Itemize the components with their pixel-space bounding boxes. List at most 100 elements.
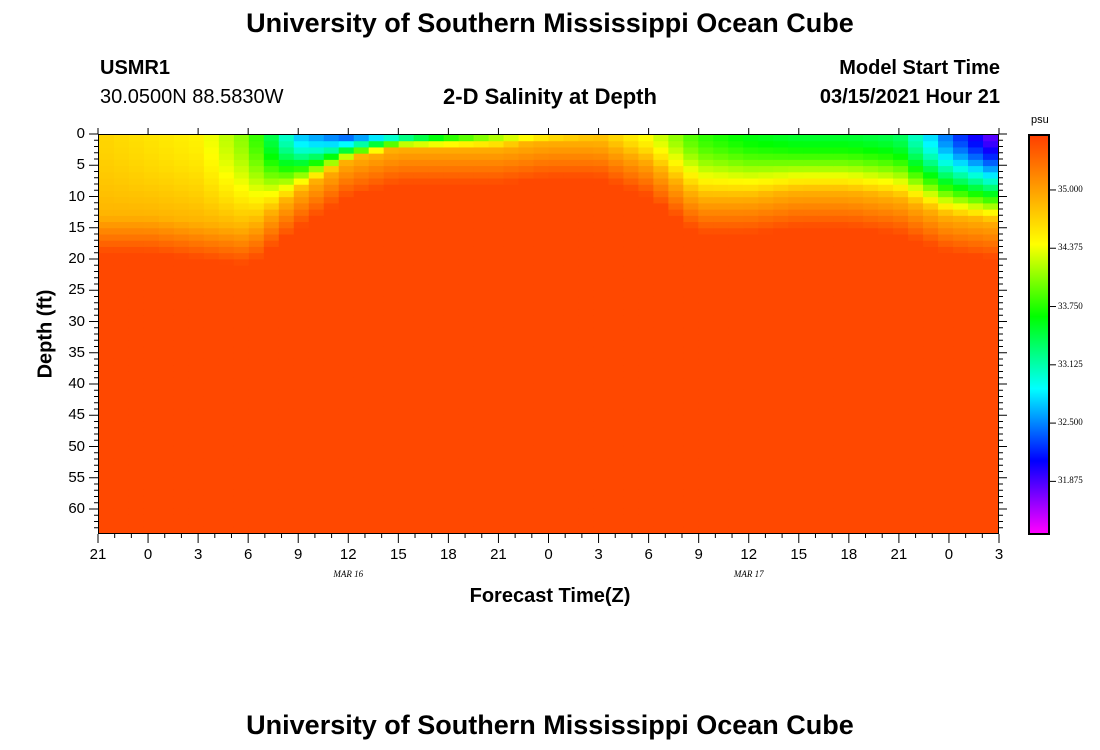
- heatmap-cell: [593, 178, 610, 186]
- heatmap-cell: [983, 215, 998, 223]
- heatmap-cell: [923, 159, 939, 167]
- heatmap-cell: [893, 501, 909, 509]
- heatmap-cell: [338, 253, 355, 260]
- colorbar-tick-label: 34.375: [1058, 242, 1083, 253]
- heatmap-cell: [188, 246, 205, 254]
- heatmap-cell: [623, 452, 639, 459]
- heatmap-cell: [503, 377, 520, 385]
- heatmap-cell: [833, 383, 849, 391]
- heatmap-cell: [563, 159, 580, 167]
- heatmap-cell: [683, 439, 699, 447]
- heatmap-cell: [668, 389, 684, 397]
- heatmap-cell: [548, 365, 565, 372]
- heatmap-cell: [728, 458, 744, 466]
- heatmap-cell: [608, 203, 625, 211]
- heatmap-cell: [713, 265, 729, 273]
- heatmap-cell: [428, 396, 445, 404]
- heatmap-cell: [923, 365, 939, 372]
- heatmap-cell: [848, 414, 864, 422]
- heatmap-cell: [323, 427, 340, 435]
- heatmap-cell: [443, 389, 460, 397]
- heatmap-cell: [353, 477, 370, 484]
- heatmap-cell: [248, 302, 265, 310]
- heatmap-cell: [188, 477, 205, 484]
- heatmap-cell: [818, 408, 834, 416]
- heatmap-cell: [383, 452, 400, 459]
- heatmap-cell: [833, 365, 849, 372]
- heatmap-cell: [188, 271, 205, 279]
- heatmap-cell: [578, 383, 595, 391]
- heatmap-cell: [113, 327, 130, 335]
- heatmap-cell: [398, 495, 415, 503]
- heatmap-cell: [188, 265, 205, 273]
- heatmap-cell: [548, 228, 565, 236]
- heatmap-cell: [938, 284, 954, 292]
- heatmap-cell: [233, 439, 250, 447]
- heatmap-cell: [563, 278, 580, 285]
- heatmap-cell: [518, 271, 535, 279]
- heatmap-cell: [593, 296, 610, 304]
- heatmap-cell: [578, 520, 595, 528]
- heatmap-cell: [158, 452, 175, 459]
- heatmap-cell: [683, 246, 699, 254]
- heatmap-cell: [518, 265, 535, 273]
- heatmap-cell: [803, 147, 819, 155]
- heatmap-cell: [653, 365, 669, 372]
- heatmap-cell: [428, 514, 445, 522]
- heatmap-cell: [893, 253, 909, 260]
- heatmap-cell: [218, 197, 235, 205]
- heatmap-cell: [863, 141, 879, 149]
- heatmap-cell: [128, 222, 145, 229]
- heatmap-cell: [848, 271, 864, 279]
- heatmap-cell: [158, 477, 175, 484]
- heatmap-cell: [923, 470, 939, 478]
- heatmap-cell: [188, 234, 205, 242]
- heatmap-cell: [533, 135, 550, 142]
- heatmap-cell: [473, 452, 490, 459]
- heatmap-cell: [578, 439, 595, 447]
- heatmap-cell: [413, 321, 430, 329]
- heatmap-cell: [158, 445, 175, 453]
- heatmap-cell: [503, 477, 520, 484]
- heatmap-cell: [278, 520, 295, 528]
- heatmap-cell: [968, 414, 984, 422]
- heatmap-cell: [728, 203, 744, 211]
- heatmap-cell: [638, 414, 654, 422]
- heatmap-cell: [263, 371, 280, 379]
- colorbar-tick-label: 33.125: [1058, 358, 1083, 369]
- heatmap-cell: [758, 246, 774, 254]
- heatmap-cell: [683, 470, 699, 478]
- heatmap-cell: [518, 153, 535, 161]
- heatmap-cell: [353, 172, 370, 180]
- heatmap-cell: [428, 166, 445, 173]
- heatmap-cell: [638, 253, 654, 260]
- heatmap-cell: [983, 321, 998, 329]
- heatmap-cell: [788, 365, 804, 372]
- heatmap-cell: [548, 352, 565, 360]
- heatmap-cell: [623, 327, 639, 335]
- heatmap-cell: [173, 259, 190, 267]
- heatmap-cell: [323, 253, 340, 260]
- heatmap-cell: [683, 159, 699, 167]
- heatmap-cell: [263, 172, 280, 180]
- heatmap-cell: [308, 296, 325, 304]
- heatmap-cell: [323, 197, 340, 205]
- heatmap-cell: [443, 414, 460, 422]
- heatmap-cell: [638, 215, 654, 223]
- heatmap-cell: [488, 178, 505, 186]
- heatmap-cell: [863, 321, 879, 329]
- heatmap-cell: [533, 358, 550, 366]
- heatmap-cell: [578, 228, 595, 236]
- heatmap-cell: [128, 501, 145, 509]
- heatmap-cell: [803, 321, 819, 329]
- heatmap-cell: [293, 470, 310, 478]
- heatmap-cell: [623, 271, 639, 279]
- heatmap-cell: [518, 190, 535, 198]
- heatmap-cell: [323, 334, 340, 341]
- heatmap-cell: [563, 365, 580, 372]
- heatmap-cell: [248, 514, 265, 522]
- heatmap-cell: [413, 352, 430, 360]
- heatmap-cell: [758, 445, 774, 453]
- heatmap-cell: [353, 222, 370, 229]
- heatmap-cell: [938, 265, 954, 273]
